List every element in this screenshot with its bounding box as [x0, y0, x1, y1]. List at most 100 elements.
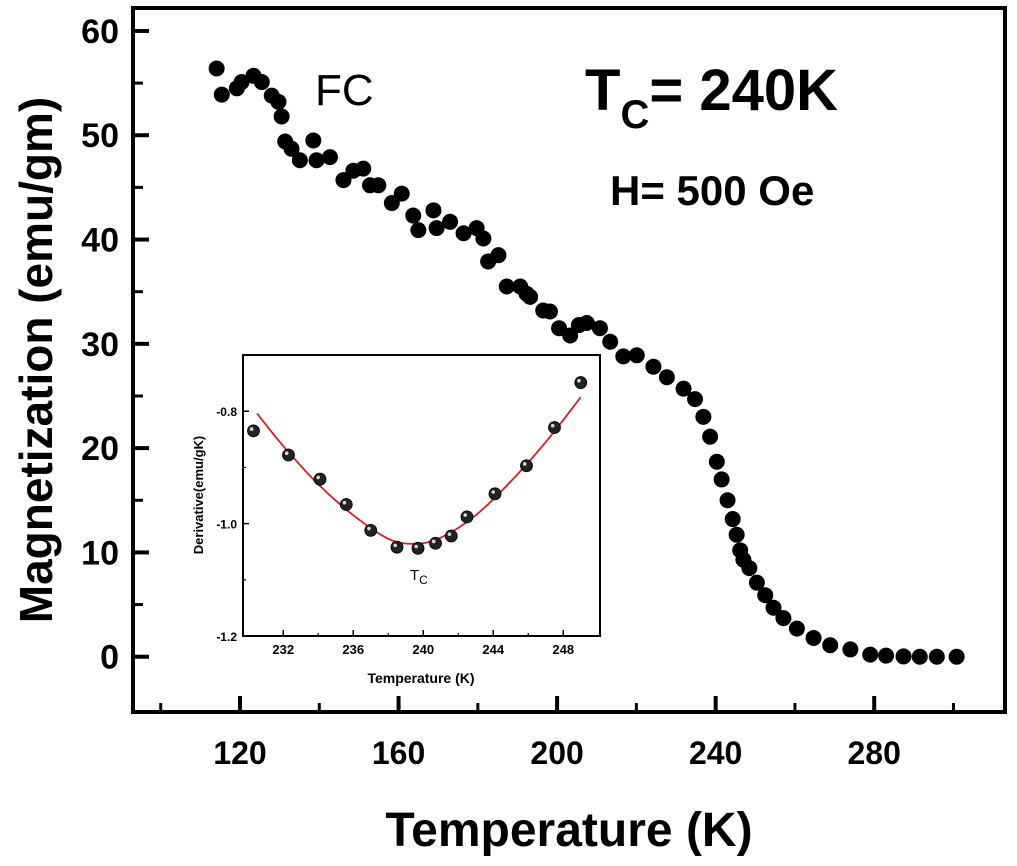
- main-data-point: [862, 646, 879, 663]
- inset-data-point-highlight: [577, 378, 581, 383]
- x-tick-label: 120: [213, 735, 266, 771]
- x-tick-label: 200: [530, 735, 583, 771]
- inset-tc-sub: C: [419, 573, 428, 587]
- main-data-point: [541, 303, 558, 320]
- main-data-point: [455, 225, 472, 242]
- main-data-point: [713, 471, 730, 488]
- main-data-point: [442, 213, 459, 230]
- inset-x-tick-label: 236: [342, 642, 364, 657]
- main-data-point: [305, 132, 322, 149]
- inset-data-point-highlight: [431, 539, 436, 544]
- inset-data-point-highlight: [550, 423, 555, 428]
- inset-data-point: [390, 540, 404, 554]
- x-tick-label: 240: [689, 735, 742, 771]
- main-data-points: [208, 60, 965, 665]
- y-axis-title: Magnetization (emu/gm): [10, 97, 62, 623]
- inset-y-tick-label: -0.8: [216, 405, 237, 419]
- inset-x-tick-label: 244: [482, 642, 504, 657]
- main-data-point: [675, 380, 692, 397]
- main-data-point: [591, 320, 608, 337]
- main-data-point: [724, 511, 741, 528]
- main-data-point: [522, 288, 539, 305]
- main-data-point: [578, 314, 595, 331]
- inset-data-point-highlight: [414, 544, 419, 549]
- inset-data-point: [313, 472, 327, 486]
- tc-value: = 240K: [649, 58, 838, 123]
- inset-data-points: [247, 376, 588, 555]
- main-data-point: [728, 526, 745, 543]
- main-data-point: [788, 620, 805, 637]
- main-data-point: [708, 453, 725, 470]
- inset-data-point: [339, 498, 353, 511]
- main-data-point: [628, 347, 645, 364]
- x-tick-label: 280: [848, 735, 901, 771]
- main-data-point: [490, 247, 507, 264]
- main-data-point: [393, 185, 410, 202]
- main-data-point: [405, 207, 422, 224]
- main-data-point: [805, 629, 822, 646]
- inset-tc-prefix: T: [410, 567, 419, 584]
- inset-data-point: [460, 510, 474, 524]
- main-data-point: [842, 641, 859, 658]
- inset-data-point: [282, 448, 295, 462]
- y-tick-label: 60: [81, 13, 119, 51]
- main-axes: 120 160 200 240 280 0 10 20 30 40 50 60: [81, 13, 955, 771]
- y-tick-label: 0: [100, 639, 119, 677]
- main-data-point: [748, 574, 765, 591]
- tc-sub: C: [620, 93, 649, 137]
- main-data-point: [948, 648, 965, 665]
- main-data-point: [658, 369, 675, 386]
- inset-plot-frame: [242, 354, 601, 637]
- main-data-point: [475, 230, 492, 247]
- inset-data-point-highlight: [316, 475, 321, 480]
- inset-data-point-highlight: [491, 490, 496, 494]
- inset-data-point-highlight: [367, 526, 371, 531]
- main-data-point: [911, 648, 928, 665]
- inset-axes: 232 236 240 244 248 -0.8 -1.0 -1.2: [216, 405, 574, 657]
- main-data-point: [602, 333, 619, 350]
- inset-data-point: [444, 529, 458, 543]
- main-data-point: [308, 152, 325, 169]
- inset-data-point: [411, 541, 425, 555]
- y-tick-label: 50: [81, 117, 119, 155]
- inset-tc-label: TC: [410, 567, 428, 587]
- main-data-point: [895, 648, 912, 665]
- inset-data-point: [247, 424, 260, 438]
- main-data-point: [425, 202, 442, 219]
- main-data-point: [283, 140, 300, 157]
- x-axis-title: Temperature (K): [385, 804, 752, 857]
- main-data-point: [878, 647, 895, 664]
- x-tick-label: 160: [372, 735, 425, 771]
- main-data-point: [687, 391, 704, 408]
- tc-annotation: TC= 240K: [585, 58, 838, 137]
- main-data-point: [253, 74, 270, 91]
- main-data-point: [208, 60, 225, 77]
- inset-x-tick-label: 248: [552, 642, 574, 657]
- fc-label: FC: [315, 66, 374, 115]
- main-data-point: [741, 560, 758, 577]
- y-tick-label: 20: [81, 430, 119, 468]
- main-data-point: [291, 152, 308, 169]
- main-data-point: [498, 278, 515, 295]
- inset-data-point-highlight: [463, 513, 468, 517]
- inset-data-point-highlight: [447, 532, 452, 536]
- y-tick-label: 30: [81, 326, 119, 364]
- main-data-point: [928, 648, 945, 665]
- tc-prefix: T: [585, 58, 620, 123]
- inset-data-point: [364, 523, 378, 537]
- inset-data-point-highlight: [284, 451, 289, 456]
- main-data-point: [410, 222, 427, 239]
- main-data-point: [757, 587, 774, 604]
- inset-x-axis-title: Temperature (K): [367, 670, 474, 686]
- inset-data-point: [429, 536, 442, 550]
- main-data-point: [273, 108, 290, 125]
- inset-data-point-highlight: [342, 500, 347, 505]
- inset-data-point-highlight: [522, 462, 527, 466]
- inset-data-point: [548, 421, 561, 434]
- main-data-point: [615, 348, 632, 365]
- y-tick-label: 40: [81, 222, 119, 260]
- main-data-point: [428, 220, 445, 237]
- main-data-point: [695, 408, 712, 425]
- inset-data-point: [574, 376, 588, 389]
